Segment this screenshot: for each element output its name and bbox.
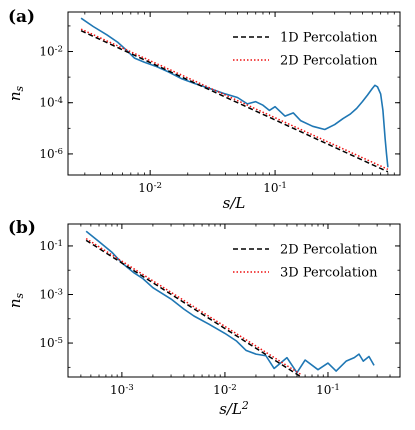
legend-label: 2D Percolation (280, 243, 378, 258)
minor-ticks (68, 12, 400, 175)
x-tick-label: 10-1​ (316, 383, 340, 397)
x-axis-label: s/L (223, 194, 246, 212)
y-tick-label: 10-4​ (39, 96, 63, 110)
x-tick-label: 10-1​ (263, 181, 287, 195)
axes-frame (67, 11, 401, 176)
legend-label: 3D Percolation (280, 266, 378, 281)
series-simulation (85, 230, 375, 374)
y-tick-label: 10-5​ (39, 336, 63, 350)
y-tick-label: 10-1​ (39, 239, 63, 253)
series-2d-percolation (85, 239, 302, 377)
x-axis-label: s/L2​ (219, 399, 249, 418)
series-simulation (80, 17, 389, 168)
y-tick-label: 10-3​ (39, 287, 63, 301)
legend-label: 2D Percolation (280, 54, 378, 69)
panel-label: (a) (8, 7, 35, 27)
minor-ticks (68, 224, 400, 377)
x-tick-label: 10-3​ (110, 383, 134, 397)
series-group (85, 230, 375, 377)
legend-label: 1D Percolation (280, 31, 378, 46)
series-group (80, 17, 389, 173)
y-tick-label: 10-6​ (39, 147, 63, 161)
chart-panel-b: 10-3​ 10-2​ 10-1​ 10-1​ 10-3​ 10-5​ 2D Percola… (6, 218, 401, 418)
x-tick-label: 10-2​ (213, 383, 237, 397)
panel-label: (b) (8, 218, 36, 238)
axes-frame (67, 223, 401, 378)
x-tick-label: 10-2​ (138, 181, 162, 195)
y-axis-label: ns​ (6, 85, 26, 101)
y-tick-label: 10-2​ (39, 45, 63, 59)
series-1d-percolation (80, 30, 389, 173)
y-axis-label: ns​ (6, 292, 26, 308)
chart-panel-a: 10-2​ 10-1​ 10-2​ 10-4​ 10-6​ 1D Percolation 2… (6, 7, 401, 212)
series-3d-percolation (85, 237, 302, 376)
series-2d-percolation (80, 28, 389, 171)
